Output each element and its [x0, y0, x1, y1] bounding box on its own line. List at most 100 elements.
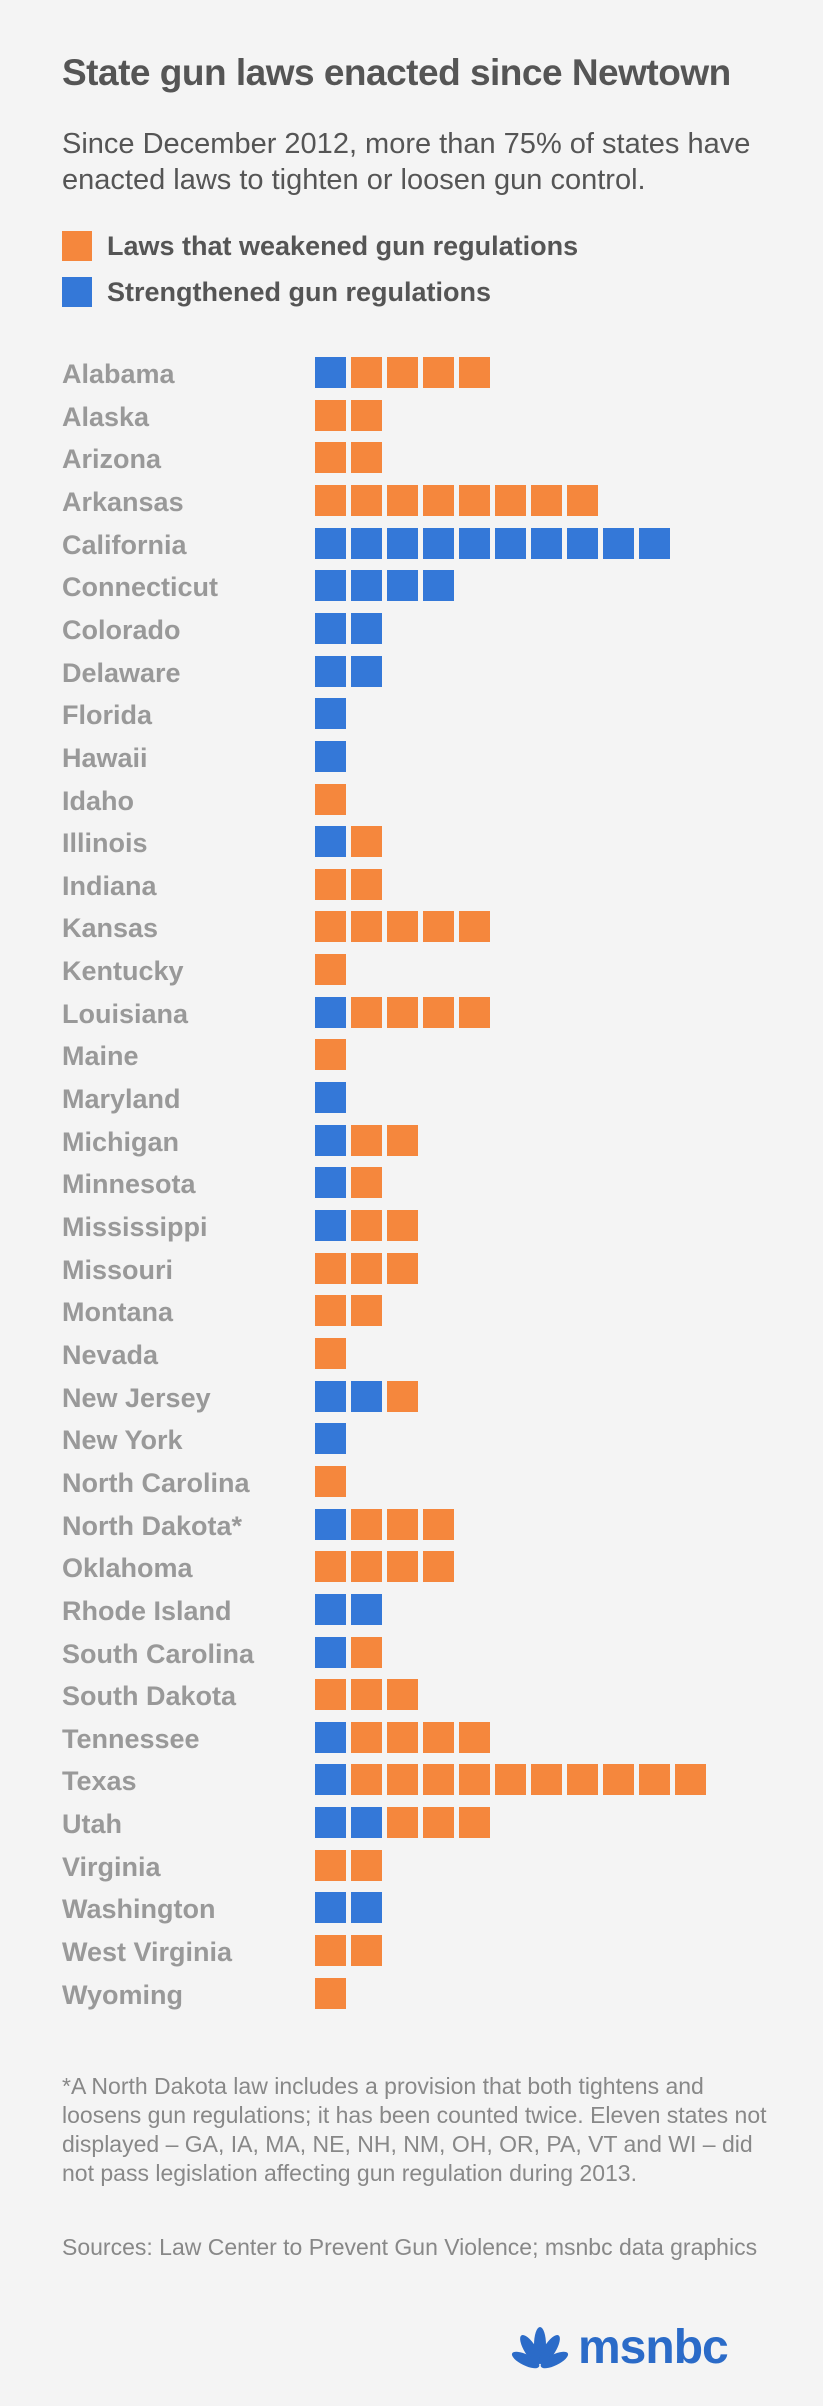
state-label: South Carolina — [62, 1638, 255, 1669]
mark-weakened — [315, 911, 346, 943]
state-label: Kentucky — [62, 956, 184, 987]
mark-weakened — [315, 783, 346, 815]
mark-strengthened — [351, 527, 382, 559]
state-row: Rhode Island — [0, 1591, 823, 1631]
mark-strengthened — [315, 1210, 346, 1241]
legend-label-strengthened: Strengthened gun regulations — [107, 276, 492, 307]
mark-strengthened — [315, 1764, 346, 1796]
mark-weakened — [423, 357, 454, 388]
state-row: Louisiana — [0, 994, 823, 1034]
state-row: Montana — [0, 1292, 823, 1332]
mark-strengthened — [315, 527, 346, 559]
state-label: Delaware — [62, 657, 181, 688]
mark-strengthened — [315, 698, 346, 730]
state-label: Alaska — [62, 401, 150, 432]
mark-weakened — [567, 484, 598, 516]
mark-strengthened — [351, 1807, 382, 1839]
state-label: Montana — [62, 1297, 173, 1328]
state-row: Michigan — [0, 1122, 823, 1162]
mark-weakened — [639, 1764, 670, 1796]
state-row: Colorado — [0, 610, 823, 650]
peacock-icon — [511, 2327, 569, 2369]
mark-strengthened — [315, 1892, 346, 1924]
mark-weakened — [423, 1764, 454, 1796]
mark-weakened — [423, 1508, 454, 1540]
mark-weakened — [315, 1935, 346, 1967]
state-label: Utah — [62, 1809, 122, 1840]
mark-strengthened — [567, 527, 598, 559]
state-row: South Carolina — [0, 1634, 823, 1674]
mark-strengthened — [315, 1593, 346, 1625]
mark-weakened — [459, 996, 490, 1028]
footnote: *A North Dakota law includes a provision… — [62, 2073, 767, 2186]
sources-note: Sources: Law Center to Prevent Gun Viole… — [62, 2234, 758, 2260]
mark-weakened — [495, 1764, 526, 1796]
state-row: Wyoming — [0, 1975, 823, 2015]
mark-weakened — [351, 911, 382, 943]
mark-weakened — [387, 1764, 418, 1796]
state-row: Kentucky — [0, 951, 823, 991]
state-label: Arkansas — [62, 486, 184, 517]
mark-weakened — [315, 1849, 346, 1881]
state-label: Hawaii — [62, 742, 148, 773]
mark-weakened — [567, 1764, 598, 1796]
state-row: South Dakota — [0, 1676, 823, 1716]
mark-weakened — [315, 1039, 346, 1071]
mark-weakened — [351, 1935, 382, 1967]
state-row: Arkansas — [0, 482, 823, 522]
mark-weakened — [315, 1337, 346, 1369]
state-row: North Dakota* — [0, 1506, 823, 1546]
mark-weakened — [387, 1124, 418, 1156]
state-row: Illinois — [0, 823, 823, 863]
mark-weakened — [387, 996, 418, 1028]
mark-weakened — [315, 1252, 346, 1284]
state-label: Virginia — [62, 1851, 161, 1882]
legend-swatch-strengthened — [62, 277, 92, 307]
mark-weakened — [387, 484, 418, 516]
mark-weakened — [351, 1679, 382, 1711]
state-row: Connecticut — [0, 567, 823, 607]
mark-weakened — [351, 996, 382, 1028]
mark-weakened — [315, 1295, 346, 1327]
state-row: Virginia — [0, 1847, 823, 1887]
mark-weakened — [351, 1721, 382, 1753]
state-label: Connecticut — [62, 572, 219, 603]
state-row: Florida — [0, 695, 823, 735]
mark-strengthened — [459, 527, 490, 559]
legend-swatch-weakened — [62, 231, 92, 261]
state-row: Oklahoma — [0, 1548, 823, 1588]
mark-strengthened — [387, 570, 418, 602]
legend-item-weakened: Laws that weakened gun regulations — [62, 230, 578, 262]
mark-strengthened — [315, 740, 346, 772]
mark-weakened — [315, 484, 346, 516]
mark-weakened — [459, 484, 490, 516]
mark-weakened — [351, 1764, 382, 1796]
mark-weakened — [423, 484, 454, 516]
state-label: Oklahoma — [62, 1553, 193, 1584]
mark-strengthened — [315, 1380, 346, 1412]
mark-weakened — [387, 357, 418, 388]
mark-weakened — [387, 911, 418, 943]
state-label: Texas — [62, 1766, 137, 1797]
mark-weakened — [315, 1551, 346, 1583]
mark-weakened — [351, 868, 382, 900]
state-label: New Jersey — [62, 1382, 211, 1413]
legend-item-strengthened: Strengthened gun regulations — [62, 276, 491, 308]
state-label: Maine — [62, 1041, 139, 1072]
mark-weakened — [315, 954, 346, 986]
state-label: Louisiana — [62, 998, 189, 1029]
state-row: Indiana — [0, 866, 823, 906]
msnbc-logo: msnbc — [508, 2321, 729, 2374]
state-row: California — [0, 525, 823, 565]
mark-weakened — [315, 1679, 346, 1711]
mark-weakened — [387, 1252, 418, 1284]
state-row: New Jersey — [0, 1378, 823, 1418]
mark-weakened — [351, 1508, 382, 1540]
mark-strengthened — [315, 1124, 346, 1156]
mark-strengthened — [495, 527, 526, 559]
mark-strengthened — [315, 996, 346, 1028]
mark-strengthened — [351, 1593, 382, 1625]
state-label: Michigan — [62, 1126, 180, 1157]
mark-weakened — [459, 1721, 490, 1753]
mark-weakened — [387, 1721, 418, 1753]
